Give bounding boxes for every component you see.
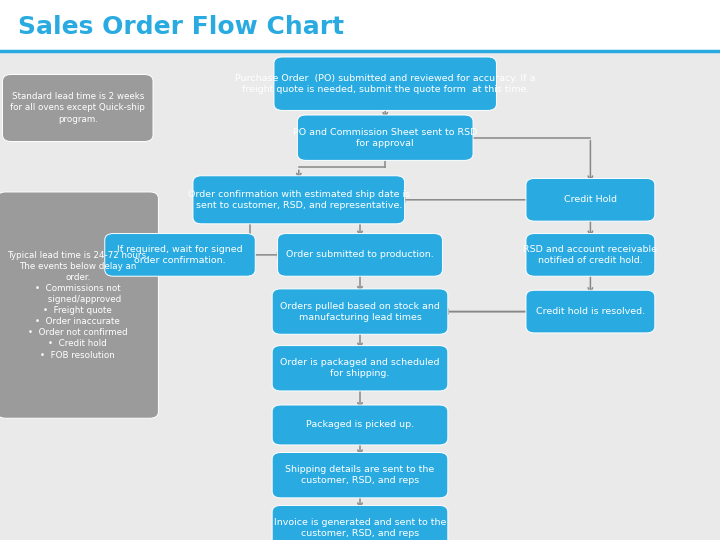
FancyBboxPatch shape	[272, 346, 448, 391]
Text: Orders pulled based on stock and
manufacturing lead times: Orders pulled based on stock and manufac…	[280, 301, 440, 322]
Text: Sales Order Flow Chart: Sales Order Flow Chart	[18, 15, 344, 39]
Text: Order confirmation with estimated ship date is
sent to customer, RSD, and repres: Order confirmation with estimated ship d…	[188, 190, 410, 210]
Text: Packaged is picked up.: Packaged is picked up.	[306, 421, 414, 429]
FancyBboxPatch shape	[274, 57, 497, 111]
FancyBboxPatch shape	[193, 176, 405, 224]
Text: Typical lead time is 24-72 hours.
The events below delay an
order.
•  Commission: Typical lead time is 24-72 hours. The ev…	[7, 251, 148, 360]
Text: PO and Commission Sheet sent to RSD
for approval: PO and Commission Sheet sent to RSD for …	[293, 127, 477, 148]
Text: Standard lead time is 2 weeks
for all ovens except Quick-ship
program.: Standard lead time is 2 weeks for all ov…	[10, 92, 145, 124]
FancyBboxPatch shape	[0, 192, 158, 418]
FancyBboxPatch shape	[272, 405, 448, 445]
Text: Order is packaged and scheduled
for shipping.: Order is packaged and scheduled for ship…	[280, 358, 440, 379]
Text: Purchase Order  (PO) submitted and reviewed for accuracy. If a
freight quote is : Purchase Order (PO) submitted and review…	[235, 73, 536, 94]
FancyBboxPatch shape	[297, 115, 473, 160]
FancyBboxPatch shape	[272, 289, 448, 334]
Text: Order submitted to production.: Order submitted to production.	[286, 251, 434, 259]
FancyBboxPatch shape	[278, 233, 442, 276]
Text: Credit Hold: Credit Hold	[564, 195, 617, 204]
FancyBboxPatch shape	[272, 453, 448, 498]
FancyBboxPatch shape	[105, 233, 255, 276]
Text: If required, wait for signed
order confirmation.: If required, wait for signed order confi…	[117, 245, 243, 265]
FancyBboxPatch shape	[2, 75, 153, 141]
Text: Credit hold is resolved.: Credit hold is resolved.	[536, 307, 645, 316]
FancyBboxPatch shape	[0, 0, 720, 51]
FancyBboxPatch shape	[526, 233, 655, 276]
Text: Shipping details are sent to the
customer, RSD, and reps: Shipping details are sent to the custome…	[285, 465, 435, 485]
FancyBboxPatch shape	[526, 178, 655, 221]
FancyBboxPatch shape	[272, 505, 448, 540]
Text: Invoice is generated and sent to the
customer, RSD, and reps: Invoice is generated and sent to the cus…	[274, 518, 446, 538]
Text: RSD and account receivable
notified of credit hold.: RSD and account receivable notified of c…	[523, 245, 657, 265]
FancyBboxPatch shape	[526, 291, 655, 333]
